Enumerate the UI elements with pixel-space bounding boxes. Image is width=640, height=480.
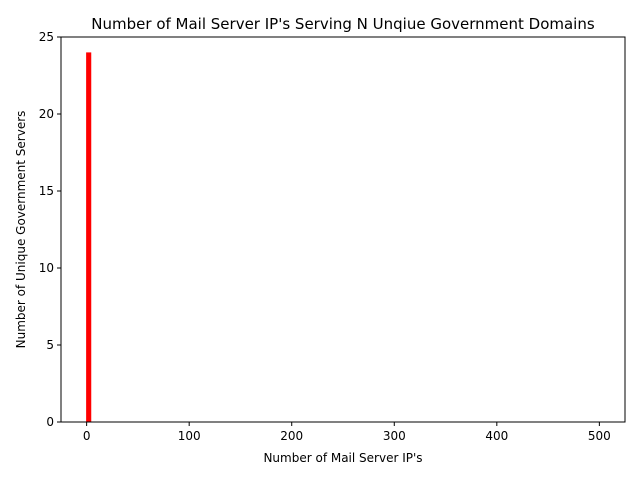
y-tick-label-25: 25 [39,30,54,44]
y-tick-label-5: 5 [46,338,54,352]
x-tick-label-500: 500 [588,429,611,443]
bar-0 [86,52,92,423]
x-axis-ticks: 0 100 200 300 400 500 [83,422,611,443]
y-axis-ticks: 0 5 10 15 20 25 [39,30,61,429]
x-tick-label-200: 200 [280,429,303,443]
y-axis-label: Number of Unique Government Servers [14,111,28,349]
x-axis-label: Number of Mail Server IP's [263,451,422,465]
chart-title: Number of Mail Server IP's Serving N Unq… [91,15,595,33]
y-tick-label-10: 10 [39,261,54,275]
plot-frame [60,36,626,423]
x-tick-label-100: 100 [178,429,201,443]
y-tick-label-20: 20 [39,107,54,121]
x-tick-label-400: 400 [485,429,508,443]
x-tick-label-0: 0 [83,429,91,443]
y-tick-label-15: 15 [39,184,54,198]
bars-group [86,52,92,423]
y-tick-label-0: 0 [46,415,54,429]
x-tick-label-300: 300 [383,429,406,443]
